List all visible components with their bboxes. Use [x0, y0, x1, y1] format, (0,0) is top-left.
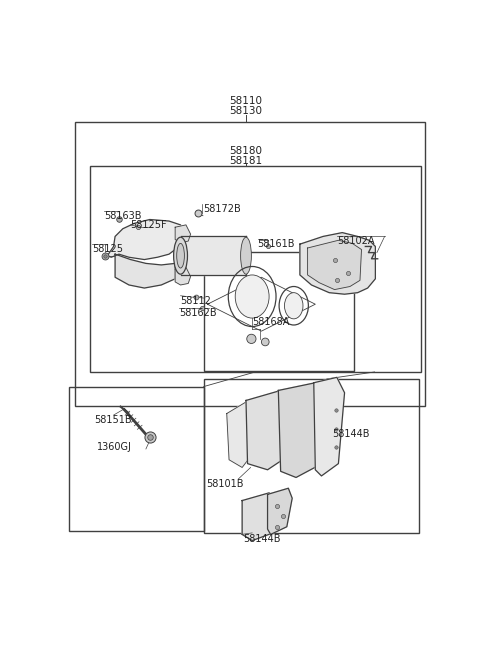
Bar [69, 386, 204, 531]
Text: 58162B: 58162B [179, 308, 216, 318]
Text: 58151B: 58151B [94, 415, 132, 425]
Text: 58163B: 58163B [104, 211, 142, 221]
Polygon shape [175, 225, 191, 242]
Polygon shape [180, 236, 246, 275]
Polygon shape [108, 219, 183, 259]
Text: 1360GJ: 1360GJ [97, 442, 132, 452]
Ellipse shape [235, 275, 269, 318]
Bar [90, 166, 421, 372]
Ellipse shape [262, 338, 269, 346]
Ellipse shape [177, 244, 184, 268]
Polygon shape [308, 240, 361, 290]
Polygon shape [115, 254, 175, 288]
Polygon shape [246, 390, 292, 470]
Text: 58101B: 58101B [206, 479, 243, 489]
Bar [204, 379, 419, 533]
Polygon shape [278, 383, 324, 477]
Polygon shape [242, 493, 278, 540]
Text: 58172B: 58172B [204, 204, 241, 214]
Text: 58144B: 58144B [243, 534, 280, 544]
Text: 58125F: 58125F [131, 219, 167, 229]
Ellipse shape [240, 237, 252, 274]
Polygon shape [267, 488, 292, 534]
Polygon shape [175, 267, 191, 285]
Ellipse shape [174, 237, 188, 274]
Text: 58181: 58181 [229, 157, 263, 166]
Text: 58130: 58130 [229, 105, 263, 115]
Text: 58112: 58112 [180, 296, 211, 306]
Text: 58125: 58125 [92, 244, 123, 254]
Text: 58180: 58180 [229, 146, 263, 157]
Text: 58110: 58110 [229, 96, 263, 105]
Text: 58168A: 58168A [252, 317, 289, 328]
Polygon shape [300, 233, 375, 294]
Ellipse shape [247, 334, 256, 343]
Bar [204, 252, 354, 371]
Polygon shape [314, 377, 345, 476]
Text: 58161B: 58161B [258, 239, 295, 249]
Text: 58102A: 58102A [337, 236, 374, 246]
Polygon shape [227, 402, 255, 468]
Text: 58144B: 58144B [332, 429, 370, 439]
Ellipse shape [285, 293, 303, 319]
Bar [75, 122, 425, 406]
